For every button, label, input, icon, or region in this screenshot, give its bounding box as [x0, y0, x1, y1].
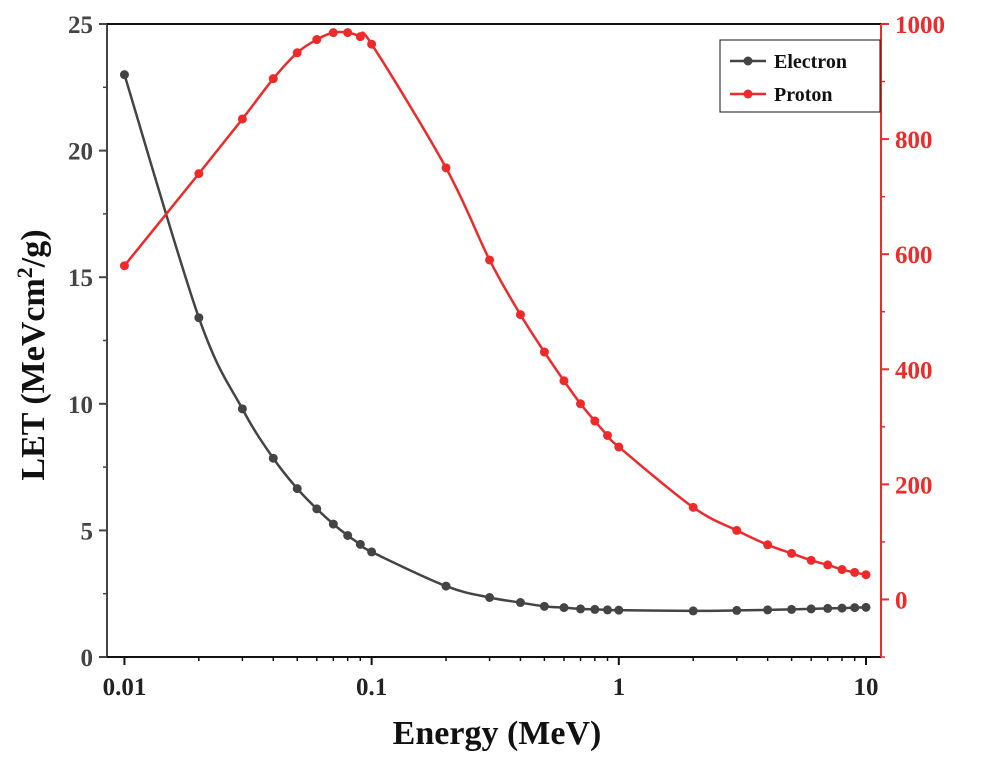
proton-data-point — [861, 570, 871, 580]
electron-data-point — [539, 601, 549, 611]
proton-data-point — [194, 169, 204, 179]
proton-data-point — [732, 525, 742, 535]
y-axis-title: LET (MeVcm2/g) — [12, 229, 52, 480]
proton-data-point — [806, 555, 816, 565]
proton-data-point — [268, 74, 278, 84]
electron-data-point — [441, 581, 451, 591]
legend-electron-label: Electron — [774, 51, 847, 73]
proton-data-point — [355, 32, 365, 42]
electron-data-point — [787, 604, 797, 614]
electron-data-point — [837, 603, 847, 613]
legend: Electron Proton — [719, 39, 881, 113]
proton-data-point — [441, 163, 451, 173]
y-right-tick-label: 400 — [895, 357, 933, 384]
proton-data-point — [343, 28, 353, 38]
proton-data-point — [367, 39, 377, 49]
electron-data-point — [237, 404, 247, 414]
proton-data-point — [576, 399, 586, 409]
x-tick-label: 10 — [853, 674, 878, 701]
y-right-tick-label: 1000 — [895, 12, 945, 39]
proton-data-point — [850, 567, 860, 577]
electron-data-point — [823, 603, 833, 613]
electron-data-point — [268, 453, 278, 463]
electron-data-point — [194, 313, 204, 323]
y-left-tick-label: 0 — [81, 645, 94, 672]
proton-data-point — [590, 416, 600, 426]
y-left-tick-label: 25 — [68, 12, 93, 39]
electron-data-point — [603, 605, 612, 615]
electron-data-point — [763, 605, 773, 615]
legend-box — [719, 39, 881, 113]
proton-data-point — [237, 114, 247, 124]
electron-data-point — [576, 604, 586, 614]
electron-data-point — [688, 606, 698, 616]
proton-data-point — [312, 35, 322, 45]
proton-data-point — [614, 442, 624, 452]
electron-data-point — [515, 598, 525, 608]
proton-data-point — [119, 261, 129, 271]
proton-data-point — [688, 502, 698, 512]
proton-series-line — [123, 30, 867, 576]
x-axis-title: Energy (MeV) — [393, 715, 602, 752]
electron-data-point — [367, 547, 377, 557]
axes-layer: 0 5 10 15 20 25 0 200 400 600 800 1000 0.01 0.1 1 10 — [68, 12, 945, 701]
electron-data-point — [119, 70, 129, 80]
electron-data-point — [485, 593, 495, 602]
legend-proton-label: Proton — [774, 84, 833, 106]
electron-data-point — [328, 519, 338, 529]
electron-data-point — [355, 539, 365, 549]
x-tick-label: 0.1 — [356, 674, 387, 701]
proton-data-point — [603, 430, 612, 440]
proton-data-point — [559, 376, 569, 386]
electron-data-point — [312, 504, 322, 514]
y-left-tick-label: 10 — [68, 392, 93, 419]
proton-data-point — [515, 310, 525, 320]
legend-proton-marker — [743, 89, 753, 99]
x-tick-label: 1 — [613, 674, 626, 701]
electron-data-point — [590, 604, 600, 614]
y-left-tick-label: 20 — [68, 139, 93, 166]
y-right-tick-label: 600 — [895, 242, 933, 269]
electron-series-line — [123, 74, 867, 613]
y-right-tick-label: 200 — [895, 472, 933, 499]
electron-data-point — [559, 603, 569, 613]
y-right-tick-label: 800 — [895, 127, 933, 154]
proton-data-point — [787, 548, 797, 558]
electron-data-point — [343, 530, 353, 540]
series-layer — [119, 28, 871, 616]
proton-data-point — [837, 565, 847, 575]
proton-data-point — [539, 347, 549, 357]
electron-data-point — [292, 484, 302, 494]
electron-data-point — [850, 603, 860, 613]
electron-data-point — [861, 602, 871, 612]
proton-data-point — [292, 48, 302, 58]
legend-electron-marker — [743, 56, 753, 66]
proton-data-point — [823, 560, 833, 570]
y-right-tick-label: 0 — [895, 587, 908, 614]
x-tick-label: 0.01 — [103, 674, 147, 701]
electron-data-point — [806, 604, 816, 614]
proton-data-point — [485, 255, 495, 265]
y-left-tick-label: 5 — [81, 518, 94, 545]
proton-data-point — [328, 28, 338, 38]
proton-data-point — [763, 540, 773, 550]
y-left-tick-label: 15 — [68, 265, 93, 292]
electron-data-point — [732, 605, 742, 615]
electron-data-point — [614, 605, 624, 615]
